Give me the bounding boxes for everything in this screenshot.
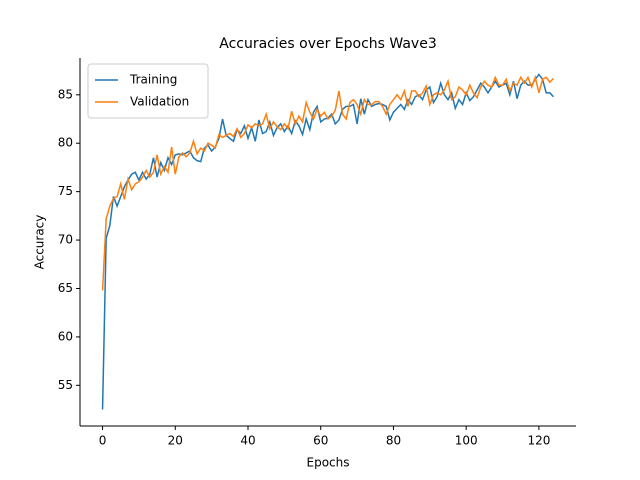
y-tick-label: 55 [58,378,73,392]
x-tick-label: 40 [240,434,255,448]
legend-box [87,63,209,119]
y-tick-label: 60 [58,329,73,343]
y-axis-label: Accuracy [33,215,47,270]
x-tick-label: 60 [313,434,328,448]
x-tick-label: 80 [386,434,401,448]
x-tick-label: 120 [527,434,550,448]
legend-label: Training [129,73,177,87]
chart-title: Accuracies over Epochs Wave3 [219,36,437,52]
x-tick-label: 0 [99,434,107,448]
x-tick-label: 20 [168,434,183,448]
line-series [101,74,554,291]
line-series [101,73,554,410]
legend-label: Validation [130,95,189,109]
x-tick-label: 100 [455,434,478,448]
y-tick-label: 75 [58,184,73,198]
y-tick-label: 65 [58,281,73,295]
y-tick-label: 80 [58,136,73,150]
y-tick-label: 70 [58,233,73,247]
y-tick-label: 85 [58,87,73,101]
x-axis-label: Epochs [307,456,350,470]
